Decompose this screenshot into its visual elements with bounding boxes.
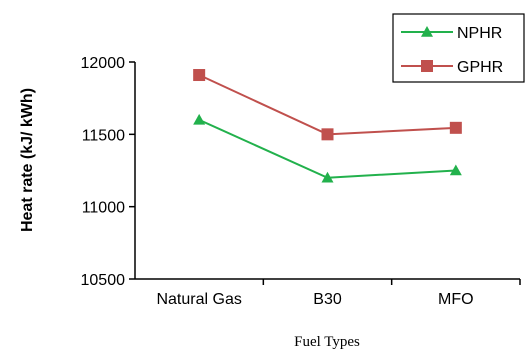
legend-marker <box>421 26 433 37</box>
legend-item-nphr: NPHR <box>401 25 502 42</box>
data-point-nphr <box>321 171 334 183</box>
legend-label: NPHR <box>457 25 502 42</box>
y-axis-ticks: 10500 11000 11500 12000 <box>81 55 135 289</box>
data-point-gphr <box>321 128 334 141</box>
y-tick-label: 10500 <box>81 272 126 289</box>
axes <box>134 62 520 280</box>
x-axis-ticks: Natural Gas B30 MFO <box>156 279 521 308</box>
legend-label: GPHR <box>457 59 503 76</box>
x-tick-label: B30 <box>313 291 342 308</box>
y-axis-label: Heat rate (kJ/ kWh) <box>19 88 36 232</box>
legend-marker <box>421 60 433 72</box>
series-line-gphr <box>198 74 456 136</box>
y-tick-label: 11000 <box>82 200 125 217</box>
series-layer <box>193 69 462 183</box>
y-tick-label: 12000 <box>81 55 126 72</box>
data-point-nphr <box>193 113 206 125</box>
series-nphr <box>193 113 462 183</box>
legend-box <box>392 13 525 83</box>
x-tick-label: MFO <box>438 291 474 308</box>
data-point-nphr <box>449 164 462 176</box>
data-point-gphr <box>449 121 462 134</box>
legend: NPHR GPHR <box>392 13 525 83</box>
x-axis-label: Fuel Types <box>294 334 360 350</box>
legend-item-gphr: GPHR <box>401 59 503 76</box>
y-tick-label: 11500 <box>82 127 125 144</box>
series-gphr <box>193 69 462 141</box>
x-tick-label: Natural Gas <box>156 291 241 308</box>
data-point-gphr <box>193 69 206 82</box>
